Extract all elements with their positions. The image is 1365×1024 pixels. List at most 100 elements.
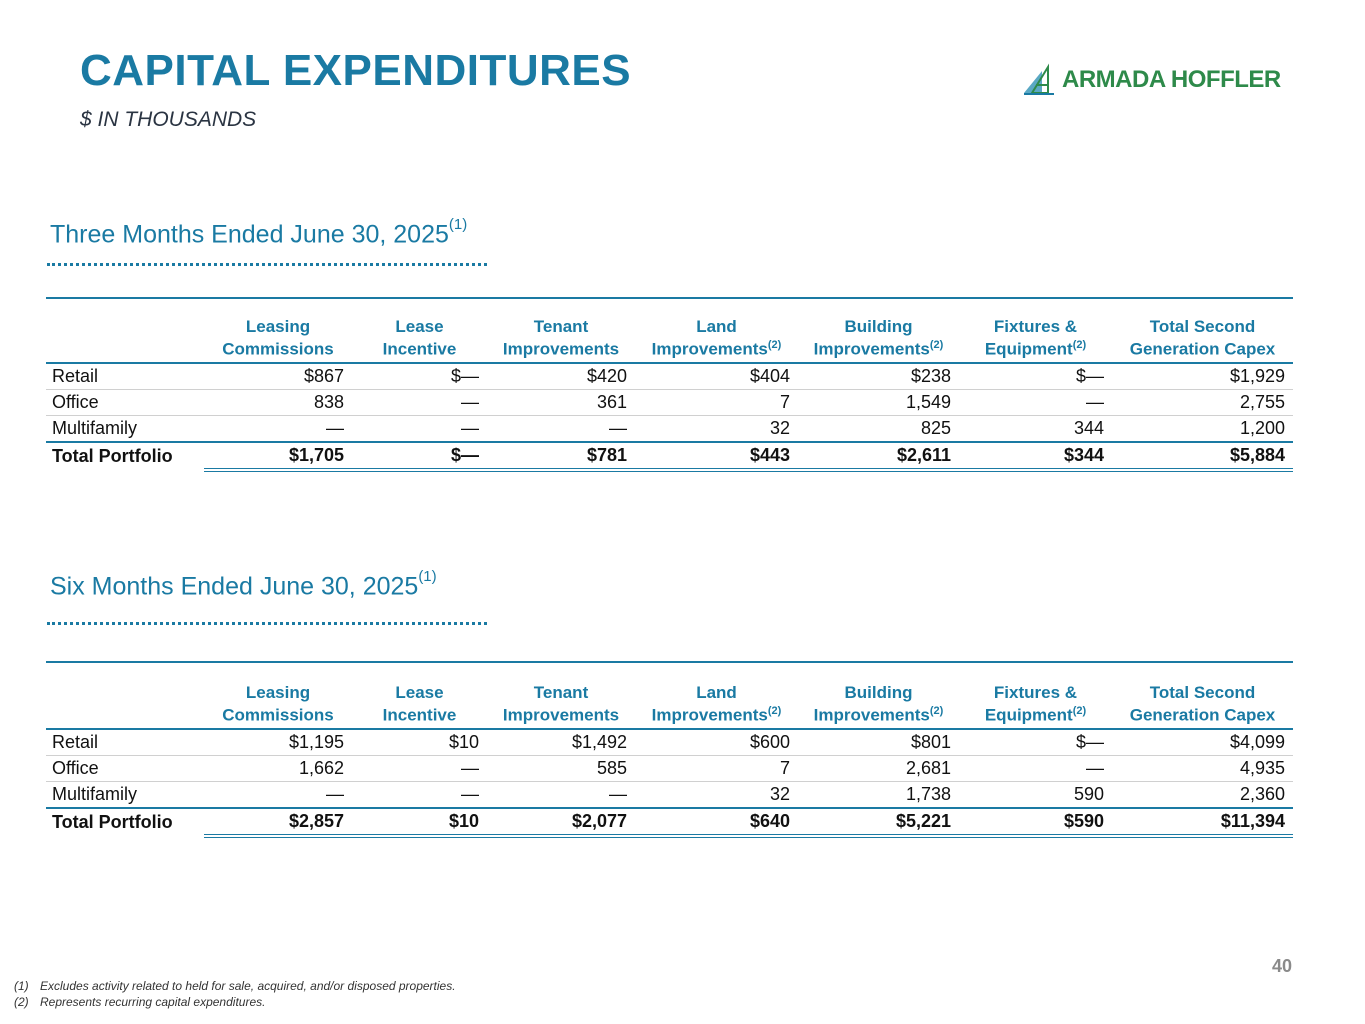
col-header: Building Improvements(2) [798, 299, 959, 364]
table-cell: 590 [1073, 784, 1104, 804]
table-cell: $590 [959, 807, 1112, 838]
table-cell: $— [959, 363, 1112, 390]
page-subtitle: $ IN THOUSANDS [80, 108, 257, 131]
table-cell: — [352, 389, 487, 416]
table-cell: $781 [487, 441, 635, 472]
table-row: Office 1,662—585 7 2,681—4,935 [46, 755, 1293, 782]
table-cell: $420 [487, 363, 635, 390]
table-cell: $11,394 [1112, 807, 1293, 838]
table-cell: $2,611 [798, 441, 959, 472]
footnote: (1) Excludes activity related to held for… [14, 979, 456, 993]
row-label: Total Portfolio [46, 441, 204, 470]
table-cell: 7 [635, 755, 798, 782]
table-cell: $4,099 [1112, 729, 1293, 756]
table-cell: — [461, 784, 479, 804]
table-cell: $1,195 [204, 729, 352, 756]
table-cell: $801 [798, 729, 959, 756]
table-cell: $640 [635, 807, 798, 838]
three-months-title: Three Months Ended June 30, 2025(1) [50, 216, 468, 249]
table-cell: 585 [487, 755, 635, 782]
company-logo: ARMADA HOFFLER [1022, 62, 1281, 98]
row-label: Office [46, 755, 204, 782]
page-number: 40 [1272, 956, 1293, 976]
table-cell: 2,681 [798, 755, 959, 782]
row-label: Multifamily [52, 784, 138, 804]
table-row: Multifamily — — — 32 825 344 1,200 [46, 416, 1293, 443]
col-header: Lease Incentive [352, 299, 487, 364]
table-cell: $2,857 [204, 807, 352, 838]
table-cell: — [609, 418, 627, 438]
col-header: Fixtures & Equipment(2) [959, 663, 1112, 730]
section-divider [47, 622, 487, 625]
table-cell: $5,884 [1112, 441, 1293, 472]
page-title: CAPITAL EXPENDITURES [80, 46, 632, 95]
row-label: Multifamily [52, 418, 138, 438]
row-label: Retail [46, 729, 204, 756]
footnote: (2) Represents recurring capital expendit… [14, 995, 266, 1009]
table-cell: — [352, 755, 487, 782]
armada-hoffler-logo-icon [1024, 63, 1054, 95]
table-cell: $1,705 [204, 441, 352, 472]
table-cell: $600 [635, 729, 798, 756]
table-row: Retail $1,195 $10 $1,492 $600 $801 $— $4,099 [46, 729, 1293, 756]
table-cell: 1,549 [798, 389, 959, 416]
col-header: Land Improvements(2) [635, 663, 798, 730]
table-cell: 4,935 [1112, 755, 1293, 782]
table-cell: $10 [352, 729, 487, 756]
table-cell: $404 [635, 363, 798, 390]
table-cell: 2,755 [1112, 389, 1293, 416]
table-row: Total Portfolio $2,857 $10 $2,077 $640 $5,221… [46, 807, 1293, 838]
table-cell: 2,360 [1239, 784, 1285, 804]
table-cell: 344 [1073, 418, 1104, 438]
table-cell: 32 [769, 418, 790, 438]
table-cell: — [326, 784, 344, 804]
col-header: Total Second Generation Capex [1112, 299, 1293, 364]
footnotes: (1) Excludes activity related to held for… [14, 978, 456, 1010]
table-cell: $5,221 [798, 807, 959, 838]
table-cell: 1,200 [1239, 418, 1285, 438]
table-cell: 32 [769, 784, 790, 804]
row-label: Total Portfolio [46, 807, 204, 836]
table-cell: — [326, 418, 344, 438]
col-header: Lease Incentive [352, 663, 487, 730]
logo-text: ARMADA HOFFLER [1062, 66, 1281, 93]
col-header: Tenant Improvements [487, 663, 635, 730]
table-cell: $238 [798, 363, 959, 390]
table-cell: $443 [635, 441, 798, 472]
table-cell: — [609, 784, 627, 804]
table-cell: $344 [959, 441, 1112, 472]
three-months-table: Leasing Commissions Lease Incentive Tenant… [46, 297, 1293, 472]
col-header: Land Improvements(2) [635, 299, 798, 364]
table-cell: 1,662 [204, 755, 352, 782]
table-cell: $— [352, 363, 487, 390]
six-months-table: Leasing Commissions Lease Incentive Tenant… [46, 661, 1293, 838]
col-header: Fixtures & Equipment(2) [959, 299, 1112, 364]
col-header: Tenant Improvements [487, 299, 635, 364]
table-cell: 7 [635, 389, 798, 416]
table-cell: $1,492 [487, 729, 635, 756]
table-row: Total Portfolio $1,705 $— $781 $443 $2,611 $34… [46, 441, 1293, 472]
row-label: Office [46, 389, 204, 416]
table-cell: $— [959, 729, 1112, 756]
col-header: Leasing Commissions [204, 299, 352, 364]
col-header: Total Second Generation Capex [1112, 663, 1293, 730]
table-cell: 838 [204, 389, 352, 416]
table-cell: $867 [204, 363, 352, 390]
table-cell: 825 [920, 418, 951, 438]
table-row: Retail $867 $— $420 $404 $238 $— $1,929 [46, 363, 1293, 390]
table-cell: $— [352, 441, 487, 472]
table-cell: — [959, 389, 1112, 416]
table-cell: $2,077 [487, 807, 635, 838]
table-cell: $1,929 [1112, 363, 1293, 390]
row-label: Retail [46, 363, 204, 390]
col-header: Leasing Commissions [204, 663, 352, 730]
table-cell: — [461, 418, 479, 438]
table-cell: $10 [352, 807, 487, 838]
table-cell: — [959, 755, 1112, 782]
table-row: Office 838—361 7 1,549—2,755 [46, 389, 1293, 416]
section-divider [47, 263, 487, 266]
table-cell: 1,738 [905, 784, 951, 804]
table-row: Multifamily — — — 32 1,738 590 2,360 [46, 782, 1293, 809]
six-months-title: Six Months Ended June 30, 2025(1) [50, 568, 437, 601]
table-cell: 361 [487, 389, 635, 416]
